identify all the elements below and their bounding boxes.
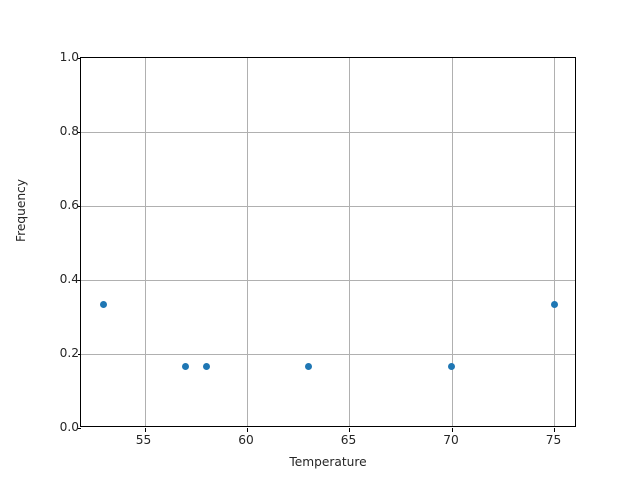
scatter-point (182, 362, 190, 370)
gridline-horizontal (81, 354, 575, 355)
gridline-horizontal (81, 132, 575, 133)
y-tick-label: 0.2 (59, 346, 79, 360)
gridline-vertical (451, 58, 453, 426)
x-tick-mark (554, 428, 556, 432)
y-tick-mark (77, 280, 81, 281)
x-tick-mark (451, 428, 453, 432)
y-tick-mark (77, 428, 81, 429)
gridline-vertical (144, 58, 146, 426)
y-tick-mark (77, 206, 81, 207)
x-tick-label: 75 (545, 433, 562, 447)
y-tick-label: 0.4 (59, 272, 79, 286)
x-tick-label: 70 (443, 433, 459, 447)
x-tick-label: 65 (340, 433, 357, 447)
x-tick-label: 60 (238, 433, 254, 447)
gridline-vertical (349, 58, 351, 426)
y-tick-mark (77, 132, 81, 133)
x-tick-mark (349, 428, 351, 432)
y-tick-label: 1.0 (59, 50, 79, 64)
x-tick-mark (247, 428, 249, 432)
y-tick-label: 0.8 (59, 124, 79, 138)
x-tick-label: 55 (135, 433, 152, 447)
gridline-vertical (247, 58, 249, 426)
y-tick-label: 0.0 (59, 420, 79, 434)
scatter-point (550, 301, 558, 309)
gridline-horizontal (81, 280, 575, 281)
scatter-point (202, 362, 210, 370)
x-tick-mark (144, 428, 146, 432)
gridline-horizontal (81, 206, 575, 207)
scatter-point (100, 301, 108, 309)
scatter-point (305, 362, 312, 370)
y-tick-label: 0.6 (59, 198, 79, 212)
y-tick-mark (77, 58, 81, 59)
plot-axes (77, 57, 576, 432)
gridline-vertical (554, 58, 556, 426)
scatter-point (448, 362, 456, 370)
y-axis-label: Frequency (14, 179, 28, 242)
x-axis-label: Temperature (289, 455, 367, 469)
y-tick-mark (77, 354, 81, 355)
